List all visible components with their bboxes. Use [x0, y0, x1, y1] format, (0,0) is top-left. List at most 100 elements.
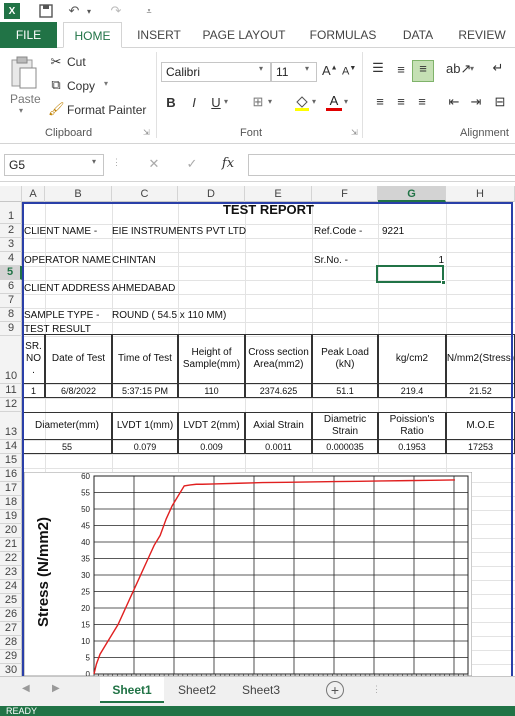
chevron-down-icon[interactable]: ▾ — [268, 97, 273, 106]
column-header-f[interactable]: F — [312, 186, 378, 202]
tab-data[interactable]: DATA — [402, 28, 434, 42]
format-painter-button[interactable]: Format Painter — [67, 103, 147, 117]
column-header-b[interactable]: B — [45, 186, 112, 202]
italic-button[interactable]: I — [192, 95, 196, 110]
tab-page-layout[interactable]: PAGE LAYOUT — [202, 28, 286, 42]
format-painter-icon[interactable]: 🖌 — [48, 101, 65, 116]
row-header-24[interactable]: 24 — [0, 580, 22, 594]
bold-button[interactable]: B — [166, 95, 176, 110]
borders-icon[interactable]: ⊞ — [252, 94, 264, 109]
row-header-1[interactable]: 1 — [0, 202, 22, 224]
row-header-7[interactable]: 7 — [0, 294, 22, 308]
table-cell[interactable]: 0.000035 — [312, 439, 378, 454]
cut-button[interactable]: Cut — [67, 55, 86, 69]
copy-icon[interactable]: ⧉ — [51, 77, 61, 92]
column-header-e[interactable]: E — [245, 186, 312, 202]
table-cell[interactable]: 0.079 — [112, 439, 178, 454]
scroll-right-icon[interactable]: ▶ — [52, 683, 60, 694]
column-header-g[interactable]: G — [378, 186, 446, 202]
save-icon[interactable] — [38, 3, 54, 19]
table-cell[interactable]: 0.1953 — [378, 439, 446, 454]
font-size-input[interactable]: 11 — [271, 62, 317, 82]
wrap-text-icon[interactable]: ↵ — [492, 60, 504, 75]
tab-file[interactable]: FILE — [0, 22, 57, 48]
increase-indent-icon[interactable]: ⇥ — [470, 94, 482, 109]
row-header-26[interactable]: 26 — [0, 608, 22, 622]
sheet-tab-sheet2[interactable]: Sheet2 — [177, 683, 217, 697]
row-header-19[interactable]: 19 — [0, 510, 22, 524]
name-box[interactable]: G5 — [4, 154, 104, 176]
table-cell[interactable]: 0.009 — [178, 439, 245, 454]
table-cell[interactable]: 5:37:15 PM — [112, 383, 178, 398]
sheet-tab-sheet3[interactable]: Sheet3 — [241, 683, 281, 697]
column-header-c[interactable]: C — [112, 186, 178, 202]
table-cell[interactable]: 0.0011 — [245, 439, 312, 454]
chevron-down-icon[interactable]: ▾ — [305, 64, 310, 73]
align-center-icon[interactable]: ≡ — [397, 94, 405, 109]
orientation-icon[interactable]: ab↗ — [446, 61, 472, 76]
fill-handle[interactable] — [441, 280, 446, 285]
decrease-font-icon[interactable]: A▼ — [342, 65, 357, 78]
row-header-9[interactable]: 9 — [0, 322, 22, 336]
row-header-15[interactable]: 15 — [0, 454, 22, 468]
redo-icon[interactable]: ↷ — [110, 3, 122, 18]
insert-function-button[interactable]: fx — [221, 156, 235, 171]
tab-review[interactable]: REVIEW — [458, 28, 506, 42]
row-header-29[interactable]: 29 — [0, 650, 22, 664]
decrease-indent-icon[interactable]: ⇤ — [448, 94, 460, 109]
cancel-button[interactable]: ✕ — [148, 156, 160, 171]
row-header-25[interactable]: 25 — [0, 594, 22, 608]
row-header-18[interactable]: 18 — [0, 496, 22, 510]
row-header-10[interactable]: 10 — [0, 336, 22, 384]
sheet-tab-sheet1[interactable]: Sheet1 — [100, 677, 164, 703]
table-cell[interactable]: 6/8/2022 — [45, 383, 112, 398]
align-bottom-icon[interactable]: ≡ — [412, 60, 434, 82]
chevron-down-icon[interactable]: ▾ — [92, 157, 97, 166]
dialog-launcher-icon[interactable]: ⇲ — [351, 128, 358, 137]
chevron-down-icon[interactable]: ▾ — [19, 106, 24, 115]
chevron-down-icon[interactable]: ▾ — [224, 97, 229, 106]
underline-button[interactable]: U — [211, 95, 221, 110]
customize-qat-icon[interactable]: ⩡ — [146, 5, 152, 16]
align-left-icon[interactable]: ≡ — [376, 94, 384, 109]
row-header-8[interactable]: 8 — [0, 308, 22, 322]
chevron-down-icon[interactable]: ▾ — [470, 64, 475, 73]
chevron-down-icon[interactable]: ▾ — [259, 64, 264, 73]
scissors-icon[interactable]: ✂ — [50, 54, 62, 69]
row-header-11[interactable]: 11 — [0, 384, 22, 398]
row-header-22[interactable]: 22 — [0, 552, 22, 566]
paste-button[interactable]: Paste — [10, 92, 41, 106]
row-header-13[interactable]: 13 — [0, 412, 22, 440]
row-header-6[interactable]: 6 — [0, 280, 22, 294]
row-header-16[interactable]: 16 — [0, 468, 22, 482]
copy-button[interactable]: Copy — [67, 79, 96, 93]
chevron-down-icon[interactable]: ▾ — [312, 97, 317, 106]
row-header-17[interactable]: 17 — [0, 482, 22, 496]
selected-cell[interactable] — [376, 265, 444, 283]
align-middle-icon[interactable]: ≡ — [397, 62, 405, 77]
align-right-icon[interactable]: ≡ — [418, 94, 426, 109]
table-cell[interactable]: 2374.625 — [245, 383, 312, 398]
select-all-corner[interactable] — [0, 186, 22, 202]
row-header-27[interactable]: 27 — [0, 622, 22, 636]
merge-center-icon[interactable]: ⊟ — [494, 94, 506, 109]
column-header-h[interactable]: H — [446, 186, 515, 202]
column-header-d[interactable]: D — [178, 186, 245, 202]
paste-icon[interactable] — [8, 56, 38, 90]
row-header-12[interactable]: 12 — [0, 398, 22, 412]
stress-chart[interactable]: 0 5 10 15 20 25 30 35 40 45 50 55 60 Stress (N/mm2) — [24, 472, 472, 676]
tab-formulas[interactable]: FORMULAS — [309, 28, 377, 42]
row-header-3[interactable]: 3 — [0, 238, 22, 252]
table-cell[interactable]: 51.1 — [312, 383, 378, 398]
row-header-14[interactable]: 14 — [0, 440, 22, 454]
chevron-down-icon[interactable]: ▾ — [104, 79, 109, 88]
row-header-5[interactable]: 5 — [0, 266, 22, 280]
increase-font-icon[interactable]: A▲ — [322, 63, 338, 78]
font-color-icon[interactable]: A — [326, 93, 342, 111]
column-header-a[interactable]: A — [22, 186, 45, 202]
add-sheet-icon[interactable]: + — [326, 681, 344, 699]
table-cell[interactable]: 110 — [178, 383, 245, 398]
row-header-23[interactable]: 23 — [0, 566, 22, 580]
enter-button[interactable]: ✓ — [186, 156, 198, 171]
font-name-input[interactable]: Calibri — [161, 62, 271, 82]
